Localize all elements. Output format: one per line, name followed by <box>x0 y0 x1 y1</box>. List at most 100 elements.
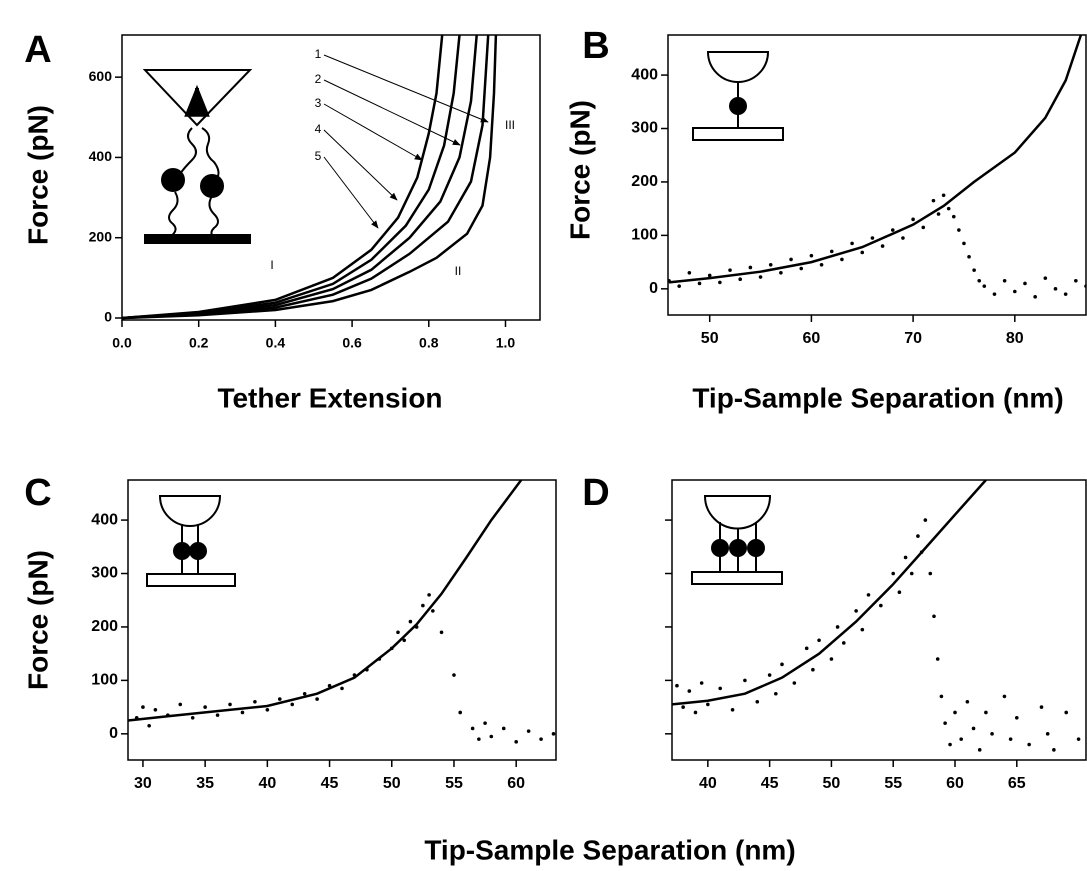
data-point <box>880 244 885 248</box>
y-tick-label: 200 <box>631 173 658 190</box>
data-point <box>789 257 793 262</box>
x-axis-label: Tip-Sample Separation (nm) <box>424 834 795 865</box>
y-tick-label: 300 <box>91 565 118 582</box>
data-point <box>767 673 772 677</box>
panel-label: C <box>24 472 51 514</box>
plot-frame <box>667 34 1087 316</box>
y-tick-label: 100 <box>91 672 118 689</box>
data-point <box>1033 295 1037 299</box>
y-axis-label: Force (pN) <box>22 550 53 690</box>
data-point <box>835 625 840 629</box>
data-point <box>860 250 865 255</box>
x-axis-label: Tether Extension <box>217 382 442 413</box>
data-point <box>730 707 735 712</box>
x-tick-label: 60 <box>803 330 821 347</box>
data-point <box>951 214 956 219</box>
y-tick-label: 0 <box>104 309 112 325</box>
data-point <box>501 726 506 731</box>
inset-d <box>691 495 783 585</box>
data-point <box>483 721 487 725</box>
data-point <box>977 748 982 752</box>
x-tick-label: 0.6 <box>342 335 362 351</box>
x-tick-label: 50 <box>701 330 719 347</box>
x-tick-label: 35 <box>196 775 214 792</box>
data-point <box>984 710 988 715</box>
data-point <box>901 236 905 240</box>
curve <box>122 35 490 320</box>
data-point <box>315 697 319 701</box>
plot-frame <box>671 479 1087 761</box>
data-point <box>860 627 865 632</box>
data-point <box>755 699 760 704</box>
annotation: II <box>455 264 462 278</box>
data-point <box>903 555 908 560</box>
data-point <box>1002 279 1007 283</box>
data-point <box>829 657 834 661</box>
data-point <box>1064 710 1069 715</box>
data-point <box>687 689 692 693</box>
data-point <box>879 603 883 608</box>
data-point <box>967 254 971 259</box>
curve <box>668 35 1083 284</box>
data-point <box>327 683 332 688</box>
data-point <box>982 284 987 288</box>
x-tick-label: 50 <box>383 775 401 792</box>
data-point <box>921 225 926 230</box>
data-point <box>931 198 936 203</box>
data-point <box>1074 279 1078 283</box>
plot-frame <box>121 34 541 321</box>
data-point <box>668 279 671 283</box>
curve <box>122 35 461 320</box>
data-point <box>840 257 844 262</box>
data-point <box>389 646 394 651</box>
data-point <box>948 742 952 747</box>
data-point <box>932 614 936 619</box>
annotation: III <box>505 118 515 132</box>
x-tick-label: 60 <box>507 775 525 792</box>
data-point <box>477 737 481 741</box>
y-tick-label: 0 <box>649 280 658 297</box>
data-point <box>977 279 982 283</box>
y-tick-label: 100 <box>631 227 658 244</box>
data-point <box>758 275 763 279</box>
data-point <box>489 734 494 739</box>
data-point <box>936 212 941 216</box>
data-point <box>748 265 753 270</box>
data-point <box>681 705 685 709</box>
data-point <box>470 726 475 731</box>
data-point <box>972 268 976 272</box>
data-point <box>1014 715 1019 720</box>
annotation: 2 <box>315 72 322 86</box>
data-point <box>215 713 220 717</box>
x-tick-label: 40 <box>258 775 276 792</box>
curve <box>122 35 444 320</box>
data-point <box>897 590 902 595</box>
data-point <box>841 641 846 645</box>
data-point <box>990 732 994 736</box>
panel-label: D <box>582 472 609 514</box>
x-tick-label: 40 <box>699 775 717 792</box>
data-point <box>277 697 282 701</box>
data-point <box>551 732 556 736</box>
data-point <box>866 593 871 597</box>
data-point <box>1027 742 1031 747</box>
data-point <box>134 715 139 720</box>
data-point <box>971 726 976 731</box>
data-point <box>1008 737 1013 741</box>
data-point <box>687 270 692 275</box>
data-point <box>819 262 824 267</box>
y-tick-label: 300 <box>631 120 658 137</box>
x-tick-label: 50 <box>823 775 841 792</box>
y-tick-label: 200 <box>91 618 118 635</box>
y-axis-label: Force (pN) <box>564 100 595 240</box>
x-tick-label: 80 <box>1006 330 1024 347</box>
data-point <box>962 241 966 246</box>
data-point <box>946 206 951 211</box>
data-point <box>919 550 924 554</box>
annotation: 5 <box>315 149 322 163</box>
data-point <box>928 571 933 576</box>
data-point <box>302 691 307 696</box>
y-tick-label: 400 <box>631 66 658 83</box>
data-point <box>959 737 963 741</box>
